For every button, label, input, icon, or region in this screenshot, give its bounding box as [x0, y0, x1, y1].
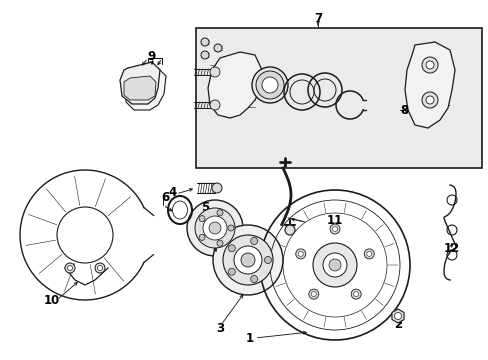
Circle shape [97, 266, 102, 270]
Circle shape [425, 61, 433, 69]
Circle shape [186, 200, 243, 256]
Circle shape [228, 268, 235, 275]
Text: 2: 2 [393, 319, 401, 332]
Circle shape [95, 263, 105, 273]
Circle shape [262, 77, 278, 93]
Text: 4: 4 [168, 185, 177, 198]
Circle shape [298, 251, 303, 256]
Circle shape [250, 238, 257, 244]
Circle shape [328, 259, 340, 271]
Circle shape [214, 44, 222, 52]
Circle shape [217, 210, 223, 216]
Circle shape [201, 51, 208, 59]
Circle shape [364, 249, 373, 259]
Circle shape [241, 253, 254, 267]
Circle shape [329, 224, 339, 234]
Text: 8: 8 [399, 104, 407, 117]
Circle shape [350, 289, 361, 299]
Circle shape [223, 235, 272, 285]
Circle shape [264, 256, 271, 264]
Circle shape [311, 292, 316, 297]
Text: 1: 1 [245, 332, 254, 345]
Circle shape [65, 263, 75, 273]
Polygon shape [207, 52, 262, 118]
Circle shape [228, 245, 235, 252]
Circle shape [217, 240, 223, 246]
Circle shape [256, 71, 284, 99]
Circle shape [421, 92, 437, 108]
Circle shape [208, 222, 221, 234]
Text: 3: 3 [216, 321, 224, 334]
Circle shape [394, 312, 401, 320]
Circle shape [251, 67, 287, 103]
Text: 12: 12 [443, 242, 459, 255]
Text: 5: 5 [201, 201, 209, 213]
Circle shape [209, 67, 220, 77]
Text: 10: 10 [44, 293, 60, 306]
Polygon shape [125, 68, 165, 110]
Circle shape [285, 225, 294, 235]
Circle shape [203, 216, 226, 240]
Circle shape [199, 216, 204, 222]
Bar [196, 28, 481, 168]
Circle shape [250, 275, 257, 283]
Circle shape [421, 57, 437, 73]
Circle shape [425, 96, 433, 104]
Circle shape [213, 225, 283, 295]
Polygon shape [120, 62, 160, 104]
Circle shape [209, 100, 220, 110]
Polygon shape [124, 76, 156, 100]
Circle shape [227, 225, 234, 231]
Circle shape [312, 243, 356, 287]
Text: 7: 7 [313, 12, 322, 24]
Circle shape [67, 266, 72, 270]
Text: 9: 9 [147, 50, 156, 63]
Polygon shape [404, 42, 454, 128]
Circle shape [332, 226, 337, 231]
Text: 11: 11 [326, 213, 343, 226]
Circle shape [212, 183, 222, 193]
Circle shape [366, 251, 371, 256]
Circle shape [234, 246, 262, 274]
Text: 6: 6 [161, 190, 169, 203]
Circle shape [323, 253, 346, 277]
Circle shape [199, 234, 204, 240]
Circle shape [308, 289, 318, 299]
Circle shape [295, 249, 305, 259]
Circle shape [201, 38, 208, 46]
Circle shape [353, 292, 358, 297]
Circle shape [195, 208, 235, 248]
